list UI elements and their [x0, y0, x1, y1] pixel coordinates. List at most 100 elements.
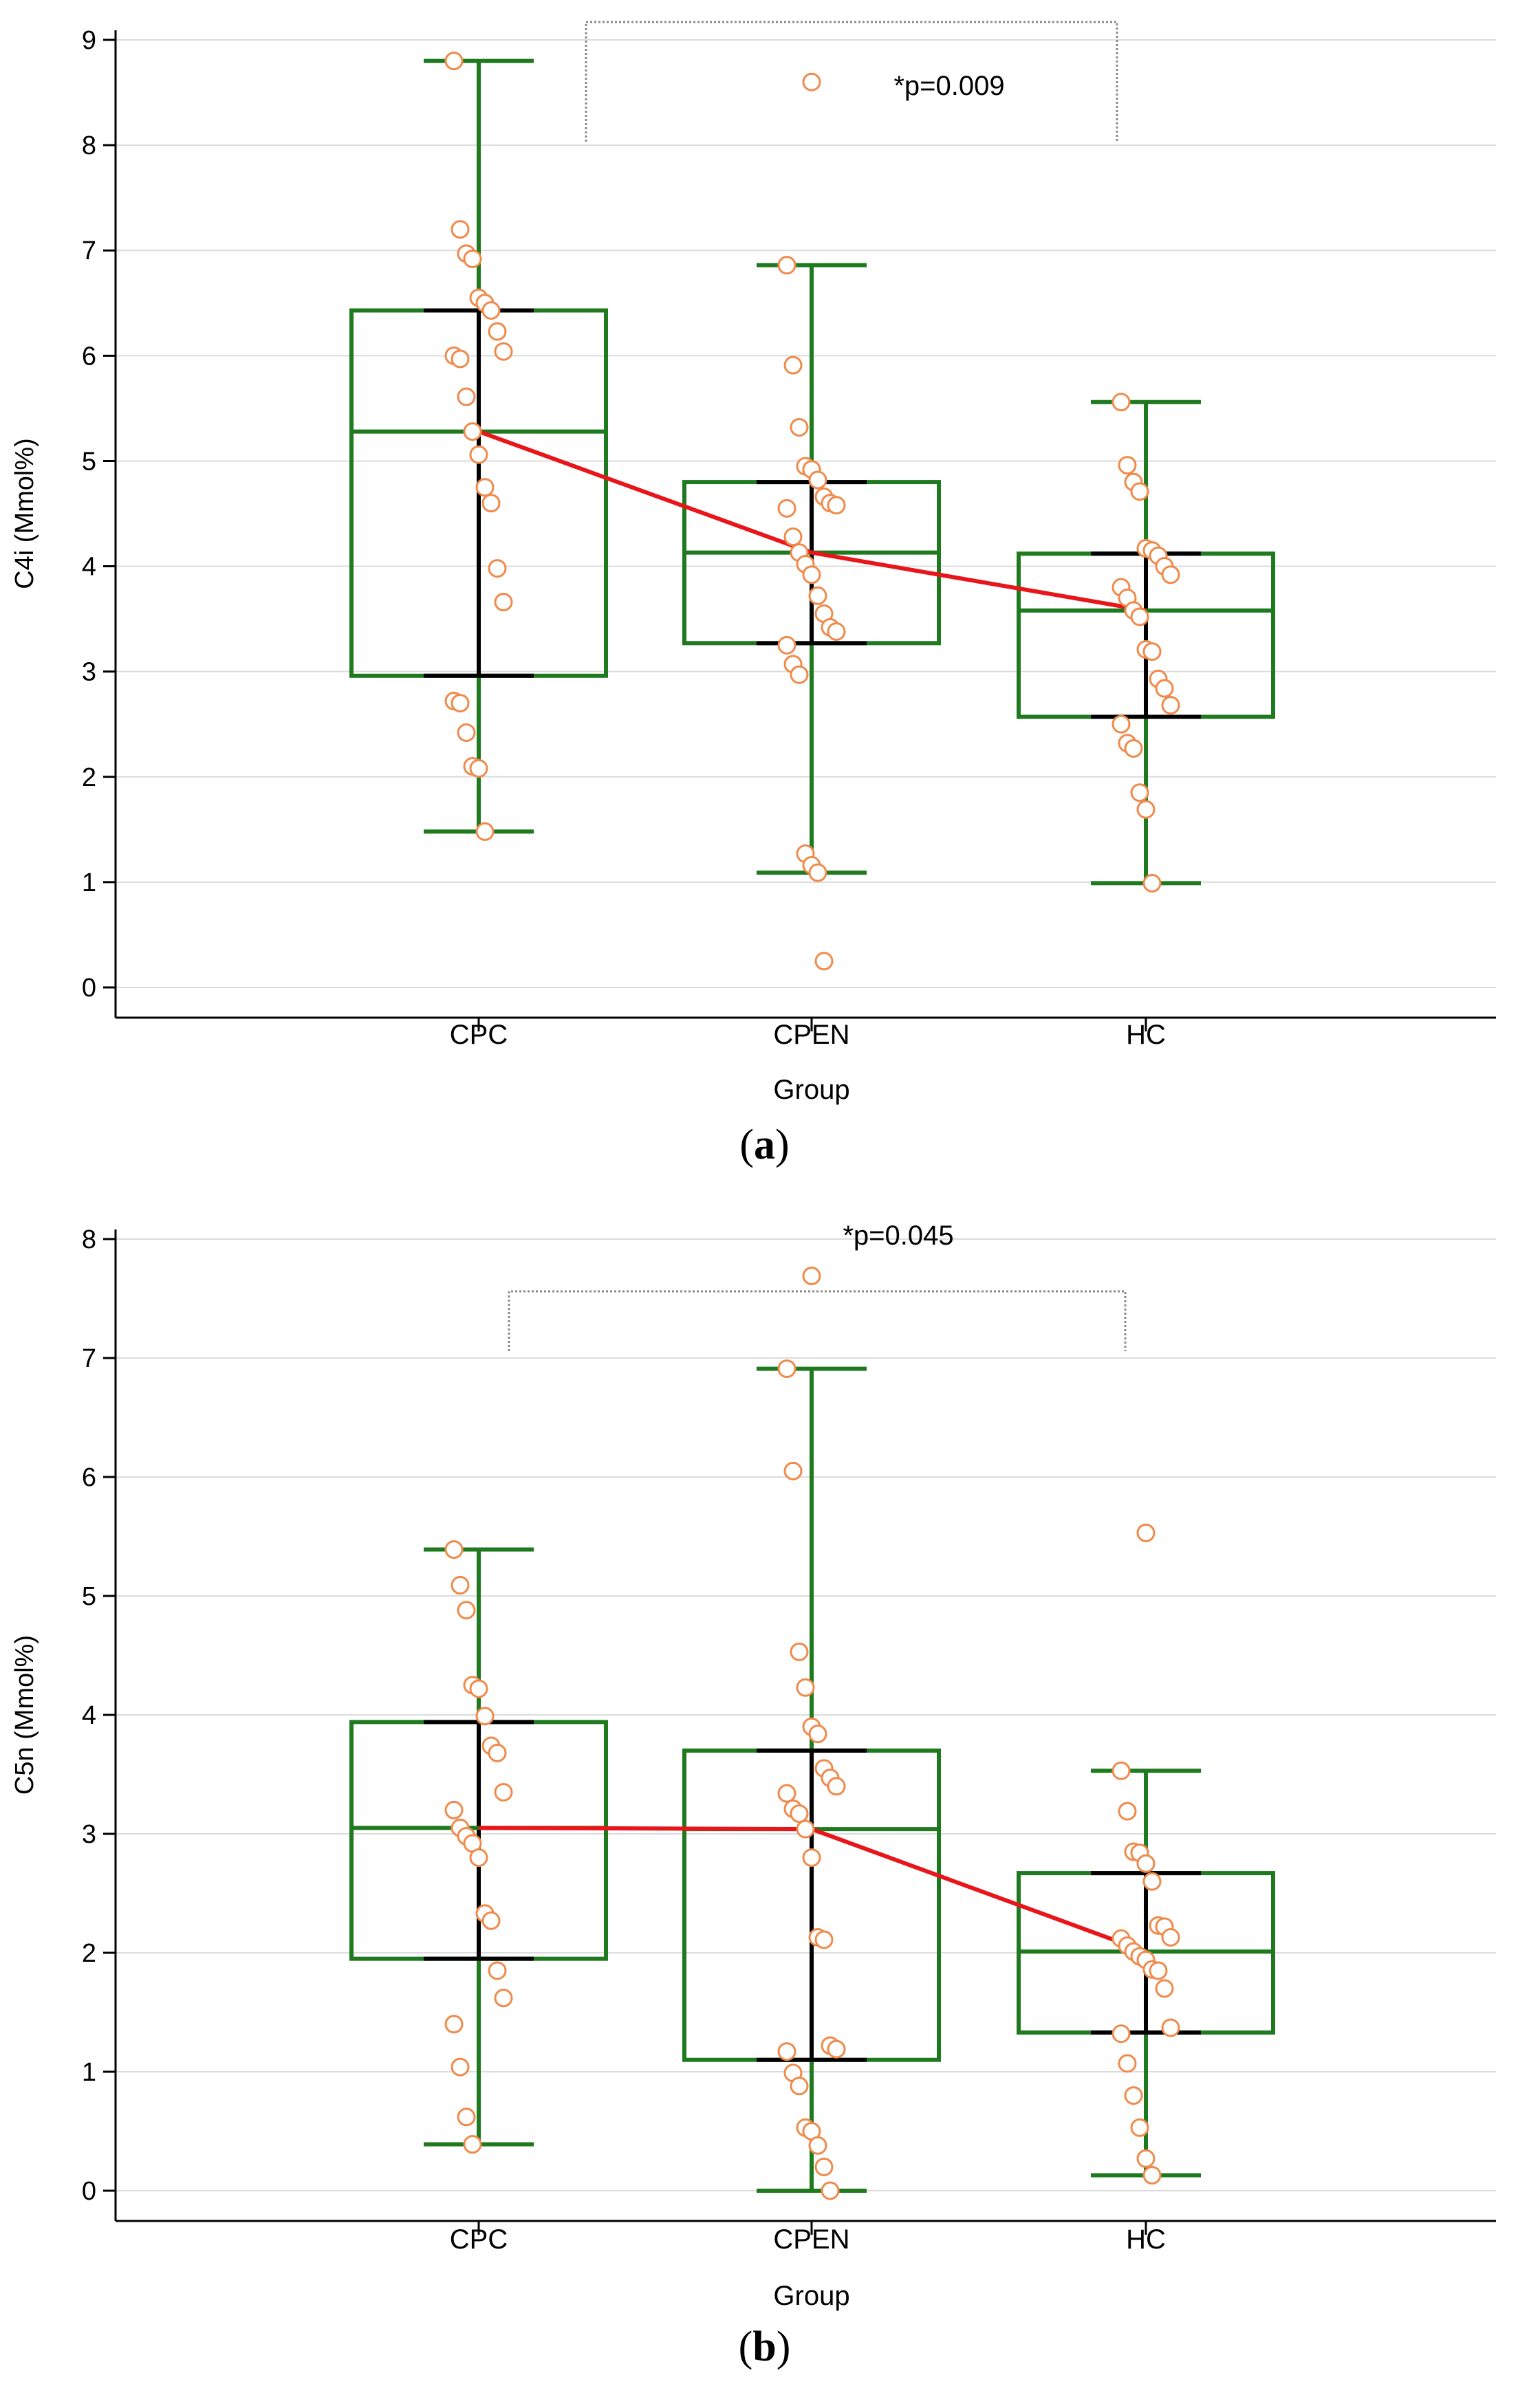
panel-b-data-point-cpen	[790, 2077, 809, 2096]
panel-a-data-point-cpen	[783, 527, 803, 547]
panel-a-data-point-hc	[1130, 482, 1149, 501]
panel-a-p-value-label: *p=0.009	[893, 71, 1004, 101]
panel-a-data-point-hc	[1142, 873, 1162, 893]
panel-a-data-point-cpc	[451, 349, 470, 369]
panel-a-y-tick-label: 6	[82, 342, 96, 371]
panel-b-data-point-cpc	[475, 1707, 495, 1726]
panel-a-data-point-cpc	[481, 494, 501, 513]
panel-a-data-point-cpc	[444, 52, 464, 71]
panel-b-data-point-cpc	[481, 1911, 501, 1930]
panel-b-data-point-cpen	[808, 1725, 827, 1744]
panel-a-data-point-cpen	[802, 565, 821, 584]
panel-a-data-point-hc	[1130, 607, 1149, 626]
panel-b-data-point-hc	[1124, 2086, 1143, 2105]
panel-a-significance-bracket	[585, 21, 1118, 142]
panel-a-y-tick-label: 5	[82, 447, 96, 476]
panel-b-data-point-cpen	[814, 2157, 834, 2176]
panel-b-data-point-cpc	[494, 1782, 513, 1802]
panel-a-data-point-cpc	[488, 559, 507, 578]
panel-b-data-point-hc	[1136, 1854, 1156, 1873]
panel-b-data-point-cpen	[777, 2042, 796, 2061]
panel-b-y-tick-label: 8	[82, 1225, 96, 1254]
panel-a-data-point-cpc	[488, 322, 507, 341]
panel-b-data-point-hc	[1149, 1961, 1168, 1980]
panel-b-x-axis-title: Group	[773, 2281, 849, 2311]
panel-a-chart: 0 1 2 3 4 5 6 7 8 9 CPC CPEN HC Group C4i (Mmol%) *p=0.…	[10, 21, 1496, 1105]
panel-b-data-point-cpen	[814, 1930, 834, 1949]
panel-b-data-point-hc	[1130, 2118, 1149, 2137]
panel-b-data-point-hc	[1142, 1872, 1162, 1891]
panel-a-data-point-cpc	[463, 422, 482, 441]
panel-b-data-point-cpen	[821, 2181, 840, 2200]
panel-a-data-point-cpc	[494, 593, 513, 612]
panel-a-data-point-cpc	[469, 759, 488, 778]
panel-b-data-point-cpen	[790, 1804, 809, 1824]
panel-b-data-point-cpen	[827, 2039, 846, 2059]
panel-b-data-point-cpc	[494, 1989, 513, 2008]
panel-a-data-point-hc	[1111, 714, 1131, 734]
panel-b-data-point-cpc	[488, 1961, 507, 1980]
panel-a-outlier-point-cpen	[802, 72, 821, 91]
panel-b-x-tick-label-hc: HC	[1126, 2224, 1166, 2255]
panel-b-data-point-cpc	[444, 1540, 464, 1559]
panel-b-data-point-cpc	[451, 2057, 470, 2077]
panel-a-y-tick-label: 0	[82, 974, 96, 1003]
panel-b-caption: (b)	[738, 2323, 791, 2370]
panel-a-x-tick-label-hc: HC	[1126, 1020, 1166, 1050]
panel-b-data-point-cpen	[796, 1819, 815, 1839]
panel-a-caption-label: a	[754, 1121, 775, 1168]
panel-b-y-tick-label: 6	[82, 1463, 96, 1492]
panel-b-outlier-point-cpen	[802, 1267, 821, 1286]
panel-b-data-point-hc	[1111, 2024, 1131, 2044]
panel-a-data-point-hc	[1161, 565, 1180, 584]
panel-b-y-axis-title: C5n (Mmol%)	[10, 1635, 39, 1795]
panel-a-data-point-hc	[1130, 783, 1149, 802]
panel-a-data-point-hc	[1161, 696, 1180, 715]
panel-a-data-point-cpc	[457, 723, 476, 742]
panel-a-data-point-cpc	[481, 300, 501, 320]
panel-b-data-point-hc	[1142, 2166, 1162, 2185]
panel-b-data-point-cpen	[808, 2136, 827, 2155]
panel-b-y-tick-label: 7	[82, 1344, 96, 1373]
panel-a-y-axis-title: C4i (Mmol%)	[10, 438, 39, 589]
panel-a-data-point-cpen	[777, 499, 796, 518]
panel-a-y-tick-label: 7	[82, 237, 96, 265]
panel-b-outlier-point-hc	[1136, 1523, 1156, 1542]
panel-a-y-tick-label: 3	[82, 658, 96, 687]
panel-a-data-point-cpen	[827, 496, 846, 515]
panel-b-p-value-label: *p=0.045	[843, 1221, 953, 1251]
panel-a-data-point-hc	[1155, 679, 1174, 698]
panel-a-data-point-cpen	[790, 417, 809, 437]
panel-a-y-tick-label: 1	[82, 868, 96, 897]
panel-a-y-tick-label: 2	[82, 763, 96, 792]
panel-a-median-trend-line	[477, 429, 1147, 613]
panel-b-y-tick-label: 5	[82, 1582, 96, 1611]
panel-a-x-tick-label-cpen: CPEN	[773, 1020, 849, 1050]
panel-a-data-point-cpc	[475, 822, 495, 841]
panel-b-data-point-hc	[1111, 1761, 1131, 1780]
panel-b-data-point-hc	[1136, 2149, 1156, 2168]
panel-a-y-tick-label: 9	[82, 26, 96, 55]
panel-a-data-point-cpc	[475, 478, 495, 497]
panel-b-y-tick-label: 4	[82, 1701, 96, 1730]
panel-a-y-tick-label: 8	[82, 131, 96, 160]
panel-a-data-point-cpc	[457, 387, 476, 406]
panel-b-chart: 0 1 2 3 4 5 6 7 8 CPC CPEN HC Group C5n (Mmol%) *p=0.0…	[10, 1221, 1496, 2311]
panel-a-data-point-cpen	[808, 586, 827, 605]
panel-a-data-point-cpc	[463, 249, 482, 268]
panel-a-caption: (a)	[739, 1121, 790, 1168]
panel-a-data-point-hc	[1124, 738, 1143, 758]
panel-b-data-point-hc	[1161, 1928, 1180, 1947]
panel-b-data-point-cpc	[457, 1601, 476, 1620]
panel-b-data-point-cpc	[457, 2108, 476, 2127]
panel-b-caption-label: b	[752, 2323, 777, 2370]
panel-a-data-point-cpen	[790, 665, 809, 684]
panel-b-data-point-cpc	[444, 1800, 464, 1819]
panel-b-data-point-cpen	[827, 1777, 846, 1796]
panel-a-data-point-cpen	[783, 355, 803, 375]
panel-b-data-point-hc	[1118, 2054, 1137, 2073]
panel-b-data-point-cpc	[469, 1848, 488, 1868]
panel-b-data-point-cpc	[488, 1743, 507, 1762]
panel-b-data-point-cpen	[777, 1784, 796, 1803]
